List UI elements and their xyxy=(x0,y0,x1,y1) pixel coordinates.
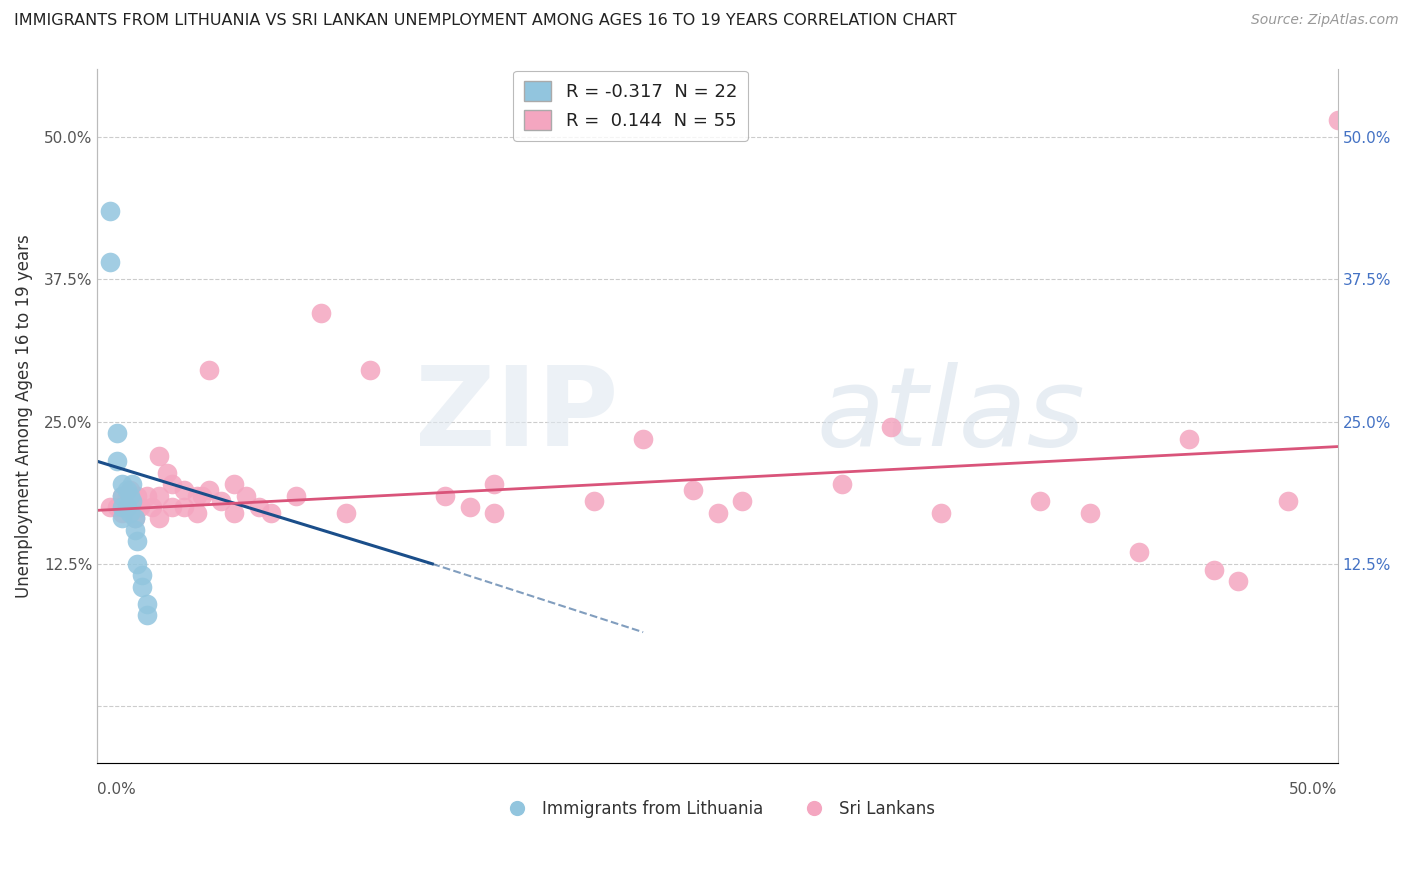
Text: Source: ZipAtlas.com: Source: ZipAtlas.com xyxy=(1251,13,1399,28)
Point xyxy=(731,494,754,508)
Point xyxy=(128,500,150,514)
Point xyxy=(929,506,952,520)
Point xyxy=(880,420,903,434)
Point xyxy=(1202,563,1225,577)
Point xyxy=(121,494,143,508)
Point xyxy=(115,483,138,497)
Point xyxy=(115,500,138,514)
Point xyxy=(141,500,163,514)
Point xyxy=(111,506,134,520)
Point xyxy=(198,363,221,377)
Point xyxy=(127,534,149,549)
Point xyxy=(124,511,146,525)
Point xyxy=(260,506,283,520)
Point xyxy=(433,489,456,503)
Point xyxy=(118,489,141,503)
Point xyxy=(118,483,141,497)
Point xyxy=(484,506,506,520)
Point xyxy=(211,494,233,508)
Point xyxy=(111,489,134,503)
Point xyxy=(98,255,121,269)
Point xyxy=(111,489,134,503)
Point xyxy=(131,568,153,582)
Point xyxy=(484,477,506,491)
Point xyxy=(1078,506,1101,520)
Text: ZIP: ZIP xyxy=(415,362,619,469)
Point xyxy=(148,511,170,525)
Text: IMMIGRANTS FROM LITHUANIA VS SRI LANKAN UNEMPLOYMENT AMONG AGES 16 TO 19 YEARS C: IMMIGRANTS FROM LITHUANIA VS SRI LANKAN … xyxy=(14,13,956,29)
Point xyxy=(631,432,654,446)
Legend: Immigrants from Lithuania, Sri Lankans: Immigrants from Lithuania, Sri Lankans xyxy=(494,793,941,824)
Point xyxy=(160,500,183,514)
Y-axis label: Unemployment Among Ages 16 to 19 years: Unemployment Among Ages 16 to 19 years xyxy=(15,234,32,598)
Point xyxy=(127,557,149,571)
Point xyxy=(186,489,208,503)
Point xyxy=(247,500,270,514)
Point xyxy=(284,489,307,503)
Point xyxy=(105,454,128,468)
Point xyxy=(309,306,332,320)
Point xyxy=(458,500,481,514)
Point xyxy=(1029,494,1052,508)
Point xyxy=(1326,112,1348,127)
Point xyxy=(682,483,704,497)
Point xyxy=(1227,574,1250,588)
Text: 0.0%: 0.0% xyxy=(97,782,136,797)
Point xyxy=(136,608,159,623)
Point xyxy=(105,500,128,514)
Point xyxy=(98,500,121,514)
Point xyxy=(136,489,159,503)
Text: 50.0%: 50.0% xyxy=(1289,782,1337,797)
Point xyxy=(582,494,605,508)
Point xyxy=(1277,494,1299,508)
Point xyxy=(190,489,212,503)
Point xyxy=(173,483,195,497)
Point xyxy=(222,477,245,491)
Point xyxy=(359,363,381,377)
Point xyxy=(186,506,208,520)
Point xyxy=(98,203,121,218)
Point xyxy=(156,466,179,480)
Point xyxy=(127,489,149,503)
Point xyxy=(124,500,146,514)
Point xyxy=(148,449,170,463)
Point xyxy=(121,477,143,491)
Point xyxy=(1178,432,1201,446)
Point xyxy=(111,477,134,491)
Point xyxy=(198,483,221,497)
Point xyxy=(235,489,257,503)
Point xyxy=(706,506,728,520)
Point xyxy=(118,506,141,520)
Point xyxy=(105,425,128,440)
Point xyxy=(136,597,159,611)
Point xyxy=(160,477,183,491)
Point xyxy=(222,506,245,520)
Point xyxy=(115,489,138,503)
Point xyxy=(111,500,134,514)
Point xyxy=(124,511,146,525)
Point xyxy=(335,506,357,520)
Point xyxy=(148,489,170,503)
Point xyxy=(124,523,146,537)
Point xyxy=(173,500,195,514)
Point xyxy=(1128,545,1150,559)
Point xyxy=(831,477,853,491)
Text: atlas: atlas xyxy=(817,362,1085,469)
Point xyxy=(111,511,134,525)
Point xyxy=(131,580,153,594)
